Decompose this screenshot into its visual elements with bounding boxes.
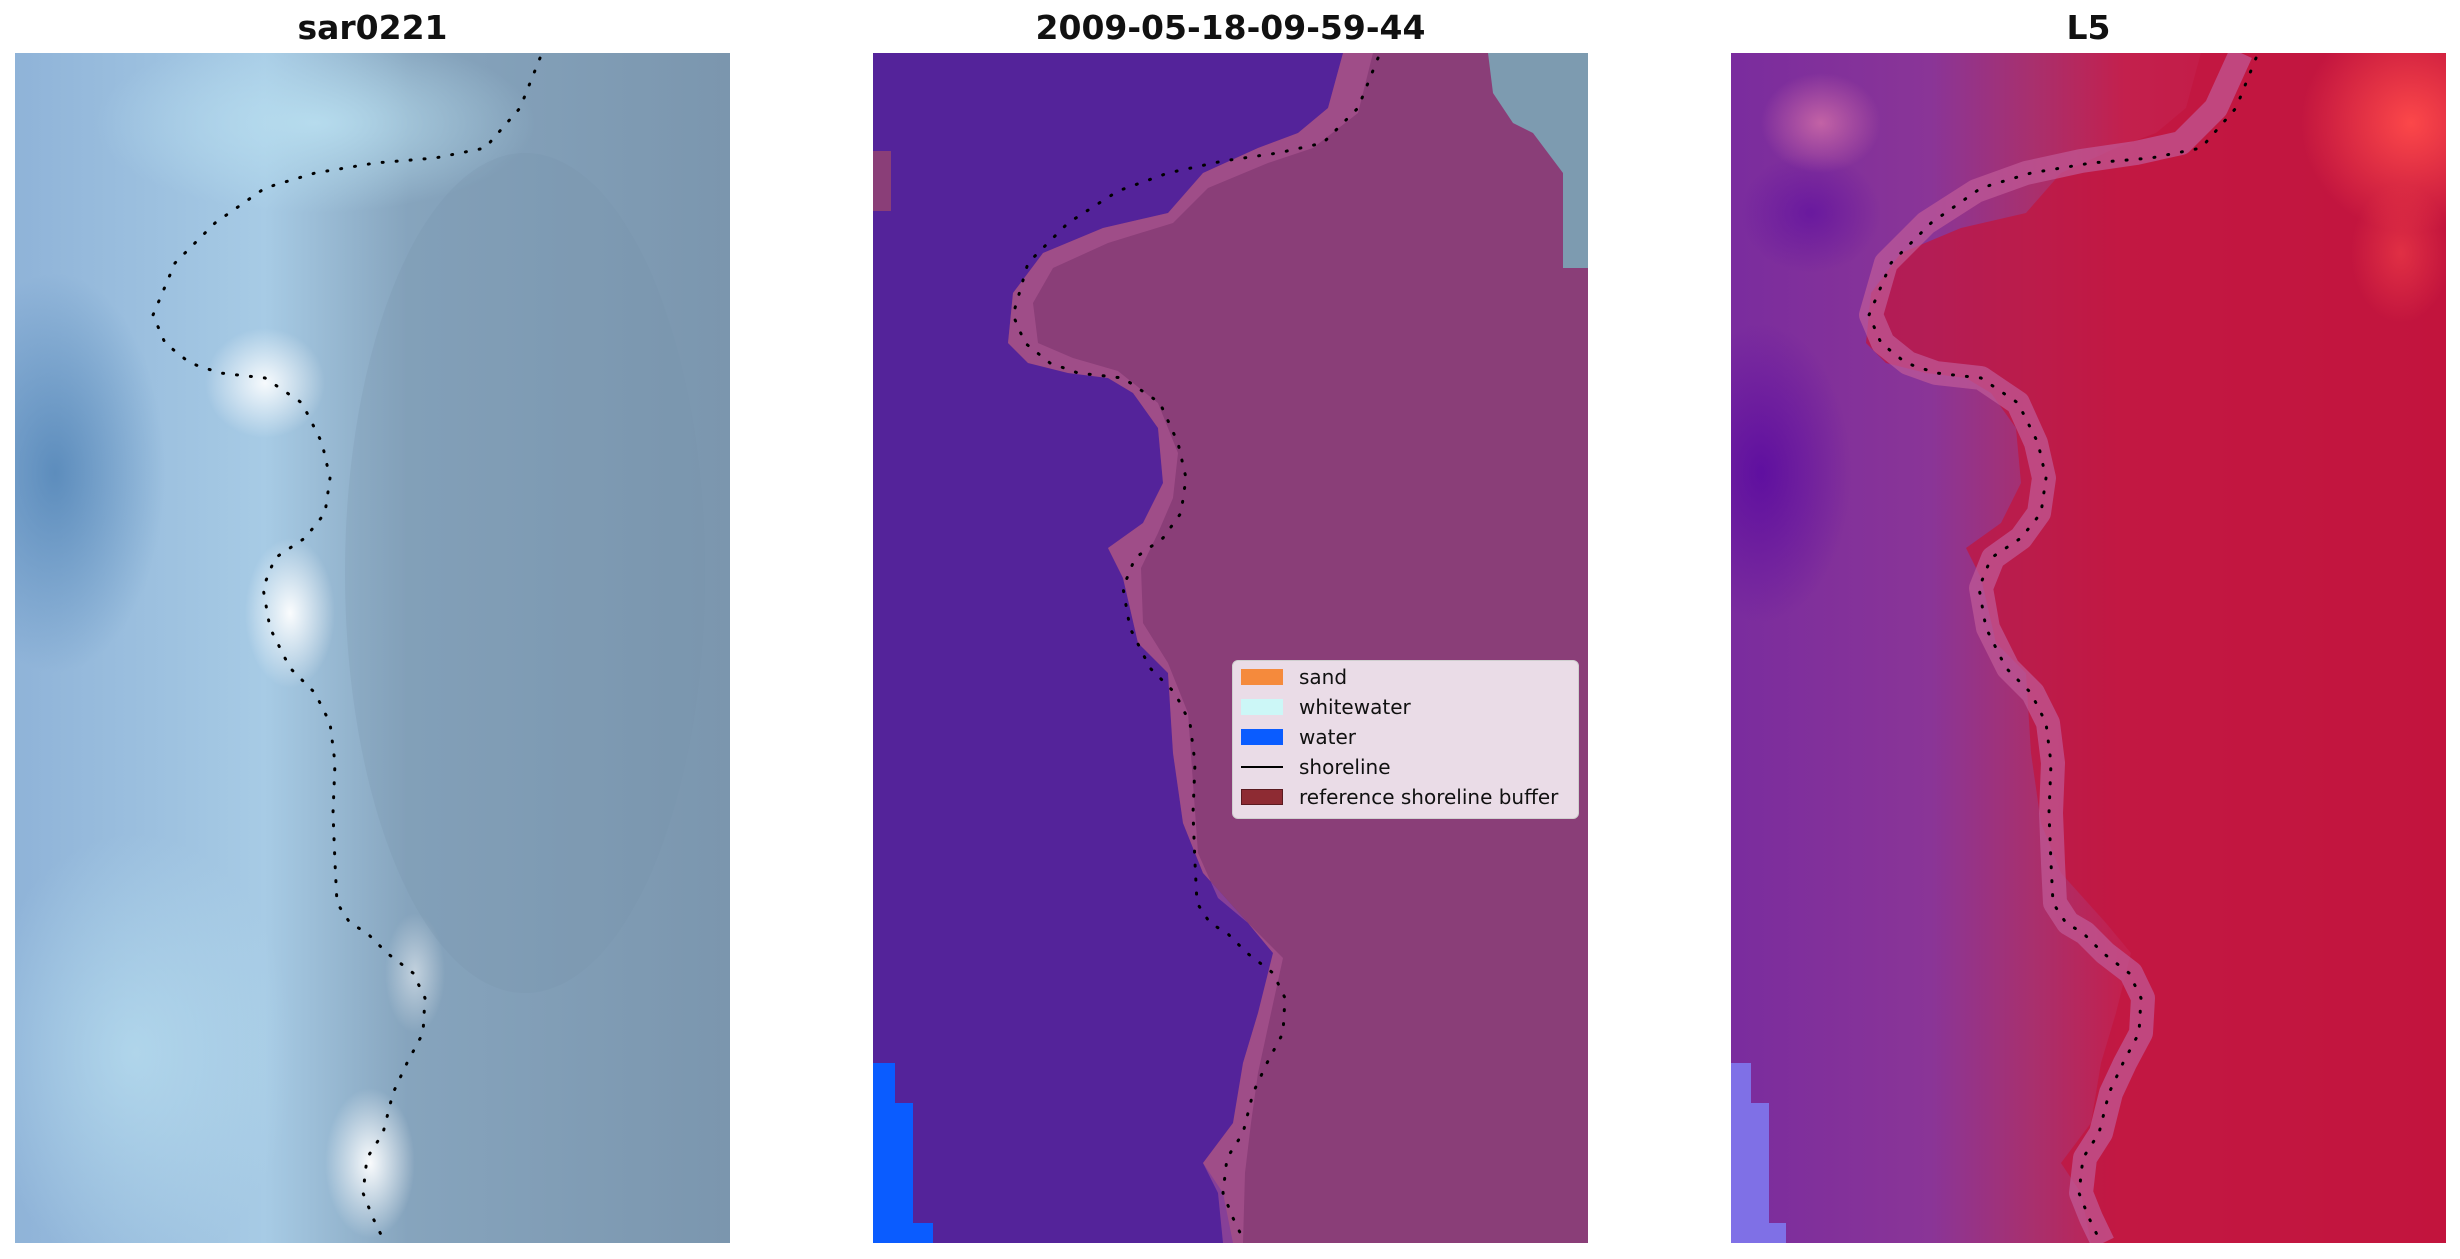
legend-swatch-reference-shoreline-buffer xyxy=(1241,789,1283,805)
legend-swatch-whitewater xyxy=(1241,699,1283,715)
panel-title-rgb: sar0221 xyxy=(297,8,448,47)
legend-label-reference-shoreline-buffer: reference shoreline buffer xyxy=(1299,785,1559,809)
legend: sand whitewater water shoreline referenc… xyxy=(1232,660,1579,819)
legend-item-water: water xyxy=(1241,725,1356,749)
legend-swatch-shoreline xyxy=(1241,766,1283,768)
water-class-area xyxy=(873,1063,933,1243)
legend-label-whitewater: whitewater xyxy=(1299,695,1411,719)
legend-item-reference-shoreline-buffer: reference shoreline buffer xyxy=(1241,785,1558,809)
rgb-image-panel xyxy=(15,53,730,1243)
index-panel xyxy=(1731,53,2446,1243)
shoreline-classification xyxy=(1011,56,1380,1243)
legend-label-water: water xyxy=(1299,725,1356,749)
panel-title-classification: 2009-05-18-09-59-44 xyxy=(1035,8,1426,47)
legend-label-shoreline: shoreline xyxy=(1299,755,1391,779)
legend-label-sand: sand xyxy=(1299,665,1348,689)
legend-item-whitewater: whitewater xyxy=(1241,695,1411,719)
legend-item-shoreline: shoreline xyxy=(1241,755,1391,779)
shoreline-index xyxy=(1867,56,2258,1243)
legend-swatch-sand xyxy=(1241,669,1283,685)
reference-shoreline-buffer-area xyxy=(1008,53,1588,1243)
panel-title-index: L5 xyxy=(2066,8,2111,47)
shoreline-rgb xyxy=(151,56,542,1243)
legend-swatch-water xyxy=(1241,729,1283,745)
legend-item-sand: sand xyxy=(1241,665,1347,689)
classification-panel xyxy=(873,53,1588,1243)
